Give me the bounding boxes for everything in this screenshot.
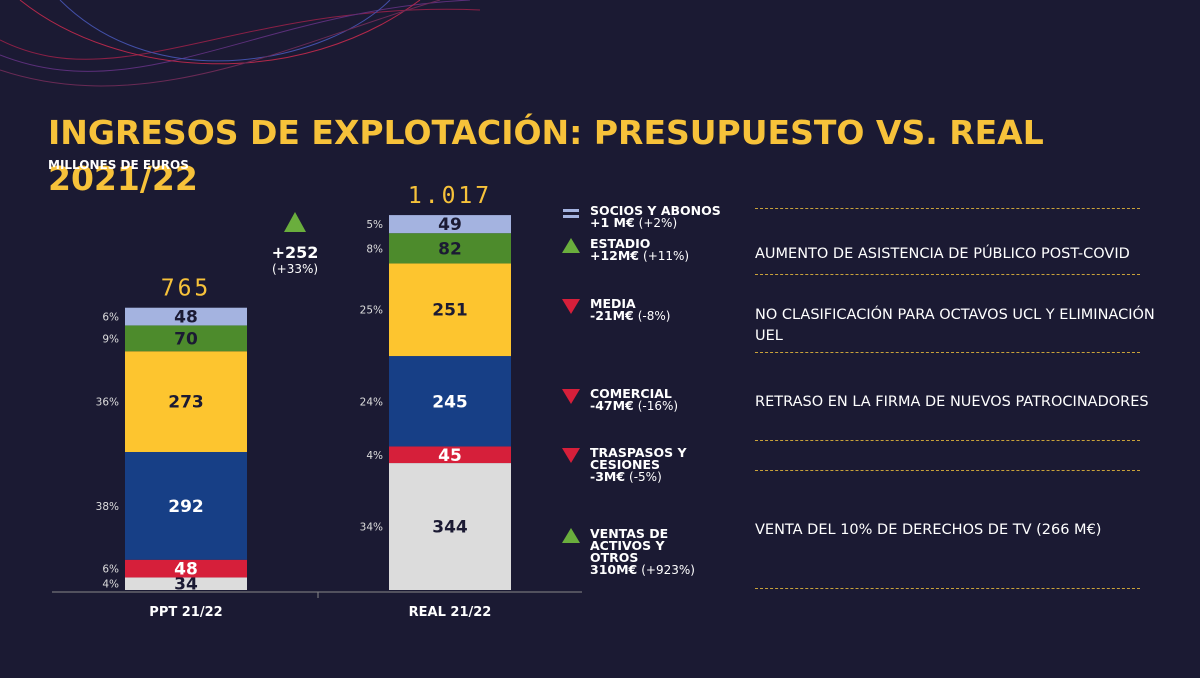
data-label: 273 [168, 393, 204, 413]
data-label: 292 [168, 497, 204, 517]
data-label: 49 [438, 215, 462, 235]
category-label: MEDIA -21M€ (-8%) [590, 296, 740, 323]
bar-segment [389, 215, 511, 234]
data-label: 82 [438, 239, 462, 259]
x-tick-label: REAL 21/22 [409, 605, 492, 620]
bar-segment [389, 463, 511, 590]
difference-label: +252 [272, 243, 319, 262]
bar-segment [125, 451, 247, 560]
change-pct: (-16%) [637, 399, 679, 413]
category-name: MEDIA [590, 296, 636, 311]
category-label: VENTAS DE ACTIVOS Y OTROS 310M€ (+923%) [590, 526, 740, 577]
note: NO CLASIFICACIÓN PARA OCTAVOS UCL Y ELIM… [755, 307, 1155, 344]
category-name: VENTAS DE ACTIVOS Y OTROS [590, 526, 669, 565]
trend-icon [562, 528, 580, 543]
bar-segment [125, 307, 247, 326]
bar-segment [125, 577, 247, 590]
share-label: 5% [366, 219, 383, 231]
note: VENTA DEL 10% DE DERECHOS DE TV (266 M€) [755, 522, 1102, 538]
category-label: SOCIOS Y ABONOS +1 M€ (+2%) [590, 203, 740, 230]
trend-icon [562, 299, 580, 314]
share-label: 25% [360, 305, 383, 317]
bar-segment [389, 356, 511, 447]
category-label: ESTADIO +12M€ (+11%) [590, 236, 740, 263]
separator [755, 440, 1140, 441]
share-label: 9% [102, 333, 119, 345]
share-label: 6% [102, 312, 119, 324]
data-label: 45 [438, 446, 462, 466]
share-label: 24% [360, 396, 383, 408]
trend-icon [562, 448, 580, 463]
separator [755, 208, 1140, 209]
share-label: 36% [96, 397, 119, 409]
total-label: 765 [161, 276, 212, 302]
separator [755, 352, 1140, 353]
share-label: 34% [360, 522, 383, 534]
category-label: TRASPASOS Y CESIONES -3M€ (-5%) [590, 445, 740, 484]
separator [755, 588, 1140, 589]
data-label: 48 [174, 560, 198, 580]
decoration [0, 0, 481, 87]
change-pct: (-8%) [637, 309, 671, 323]
data-label: 251 [432, 301, 468, 321]
bar-segment [125, 325, 247, 352]
x-tick-label: PPT 21/22 [149, 605, 222, 620]
subtitle: MILLONES DE EUROS [48, 158, 189, 172]
category-name: COMERCIAL [590, 386, 672, 401]
difference-icon [284, 212, 306, 232]
bar-segment [389, 446, 511, 464]
change-pct: (-5%) [629, 470, 662, 484]
share-label: 8% [366, 243, 383, 255]
category-name: ESTADIO [590, 236, 651, 251]
bar-segment [389, 263, 511, 357]
separator [755, 470, 1140, 471]
bar-segment [125, 351, 247, 452]
change-pct: (+923%) [641, 563, 695, 577]
share-label: 6% [102, 564, 119, 576]
bar-segment [125, 559, 247, 578]
share-label: 38% [96, 501, 119, 513]
data-label: 245 [432, 392, 468, 412]
separator [755, 274, 1140, 275]
data-label: 344 [432, 518, 468, 538]
data-label: 34 [174, 575, 198, 595]
category-name: TRASPASOS Y CESIONES [590, 445, 687, 472]
share-label: 4% [102, 579, 119, 591]
difference-pct: (+33%) [272, 262, 318, 276]
data-label: 70 [174, 329, 198, 349]
share-label: 4% [366, 450, 383, 462]
title: INGRESOS DE EXPLOTACIÓN: PRESUPUESTO VS.… [48, 113, 1044, 198]
change-pct: (+2%) [638, 216, 678, 230]
note: AUMENTO DE ASISTENCIA DE PÚBLICO POST-CO… [755, 246, 1130, 262]
change: -47M€ [590, 398, 634, 413]
trend-icon [562, 389, 580, 404]
change-pct: (+11%) [643, 249, 690, 263]
change: -21M€ [590, 308, 634, 323]
trend-icon [562, 238, 580, 253]
total-label: 1.017 [408, 183, 492, 209]
category-label: COMERCIAL -47M€ (-16%) [590, 386, 740, 413]
change: +12M€ [590, 248, 640, 263]
note: RETRASO EN LA FIRMA DE NUEVOS PATROCINAD… [755, 394, 1149, 410]
change: -3M€ [590, 469, 626, 484]
bar-segment [389, 233, 511, 264]
change: 310M€ [590, 562, 638, 577]
change: +1 M€ [590, 215, 635, 230]
category-name: SOCIOS Y ABONOS [590, 203, 721, 218]
data-label: 48 [174, 308, 198, 328]
trend-icon [563, 209, 579, 218]
